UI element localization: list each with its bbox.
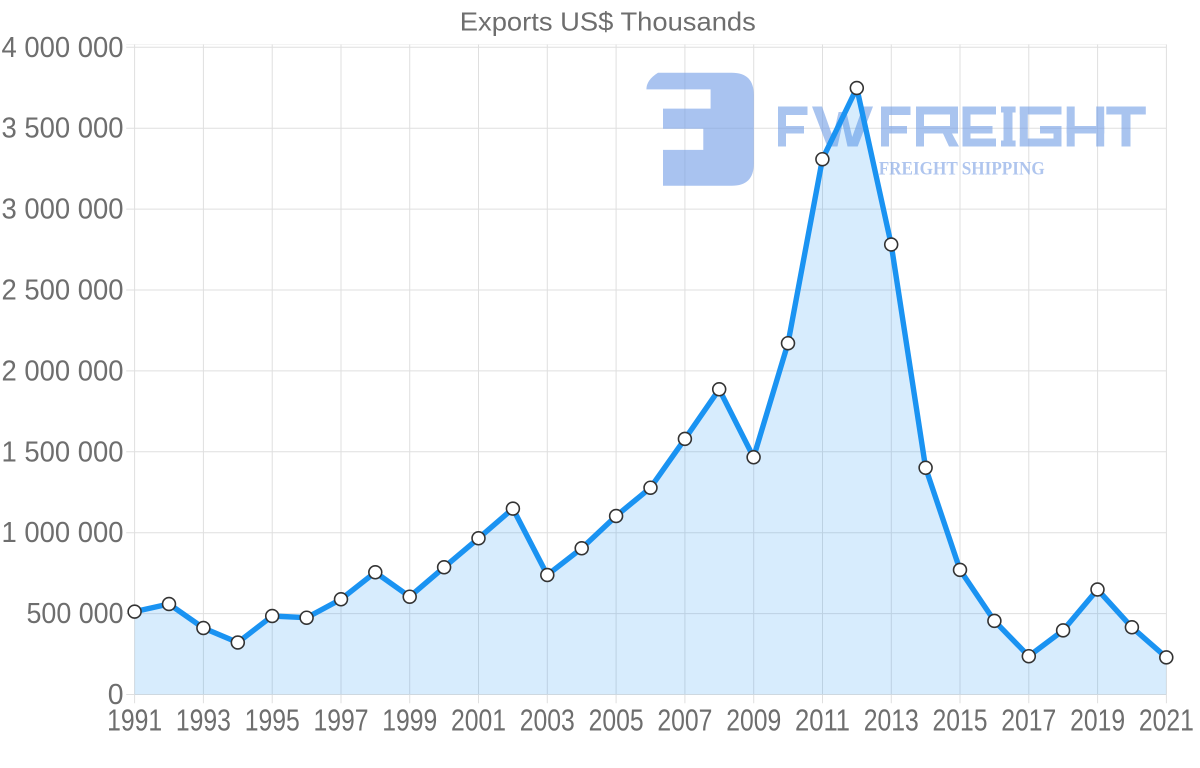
svg-text:1993: 1993: [176, 703, 231, 737]
svg-text:2 000 000: 2 000 000: [2, 355, 124, 387]
svg-text:2011: 2011: [795, 703, 850, 737]
svg-text:2009: 2009: [726, 703, 781, 737]
svg-text:1 000 000: 1 000 000: [2, 517, 124, 549]
svg-text:FREIGHT SHIPPING: FREIGHT SHIPPING: [879, 159, 1045, 180]
svg-text:0: 0: [108, 679, 124, 711]
svg-text:1995: 1995: [245, 703, 300, 737]
svg-text:3 500 000: 3 500 000: [2, 113, 124, 145]
svg-text:2019: 2019: [1070, 703, 1125, 737]
svg-text:1997: 1997: [314, 703, 369, 737]
svg-text:1991: 1991: [107, 703, 162, 737]
svg-text:2017: 2017: [1001, 703, 1056, 737]
svg-text:4 000 000: 4 000 000: [2, 32, 124, 64]
svg-text:3 000 000: 3 000 000: [2, 194, 124, 226]
svg-text:500 000: 500 000: [27, 598, 124, 630]
svg-text:2007: 2007: [657, 703, 712, 737]
svg-text:Exports US$ Thousands: Exports US$ Thousands: [460, 7, 756, 37]
svg-text:2013: 2013: [864, 703, 919, 737]
svg-text:1999: 1999: [382, 703, 437, 737]
svg-text:1 500 000: 1 500 000: [2, 436, 124, 468]
svg-text:2005: 2005: [589, 703, 644, 737]
svg-text:2021: 2021: [1139, 703, 1194, 737]
svg-text:2 500 000: 2 500 000: [2, 275, 124, 307]
svg-text:2015: 2015: [933, 703, 988, 737]
svg-text:2001: 2001: [451, 703, 506, 737]
svg-text:2003: 2003: [520, 703, 575, 737]
